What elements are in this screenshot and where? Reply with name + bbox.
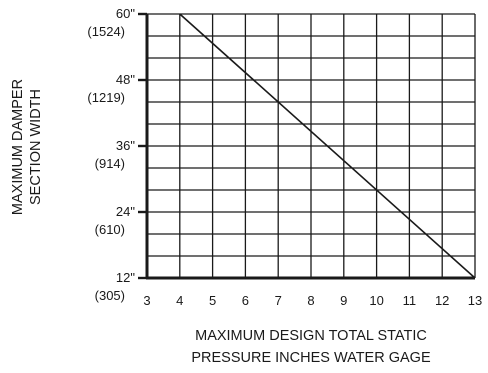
y-tick-label: 48" (116, 72, 135, 87)
x-axis-title-line-2: PRESSURE INCHES WATER GAGE (191, 350, 431, 366)
y-tick-labels: 60" (1524) 48" (1219) 36" (914) 24" (610) 12" (30… (87, 6, 135, 303)
y-tick-label-metric: (914) (95, 156, 125, 171)
axes (138, 12, 475, 280)
x-tick-label: 11 (403, 293, 417, 308)
x-tick-label: 7 (275, 293, 282, 308)
y-tick-label-metric: (610) (95, 222, 125, 237)
x-tick-label: 10 (369, 293, 383, 308)
x-axis-title: MAXIMUM DESIGN TOTAL STATIC PRESSURE INC… (191, 328, 431, 366)
x-tick-label: 6 (242, 293, 249, 308)
x-tick-label: 5 (209, 293, 216, 308)
y-axis-title-line-1: MAXIMUM DAMPER (10, 79, 26, 215)
y-tick-label-metric: (1524) (87, 24, 125, 39)
grid-lines (146, 13, 476, 279)
x-tick-label: 4 (176, 293, 183, 308)
y-tick-label: 24" (116, 204, 135, 219)
y-axis-title-line-2: SECTION WIDTH (28, 89, 44, 205)
x-axis-title-line-1: MAXIMUM DESIGN TOTAL STATIC (195, 328, 427, 344)
series-line (179, 13, 476, 279)
x-tick-label: 8 (307, 293, 314, 308)
x-tick-label: 3 (143, 293, 150, 308)
x-tick-label: 9 (340, 293, 347, 308)
y-tick-label: 60" (116, 6, 135, 21)
x-tick-labels: 3 4 5 6 7 8 9 10 11 12 13 (143, 293, 482, 308)
y-tick-label-metric: (1219) (87, 90, 125, 105)
y-tick-label-metric: (305) (95, 288, 125, 303)
x-tick-label: 12 (435, 293, 449, 308)
y-tick-label: 36" (116, 138, 135, 153)
series-layer (179, 13, 476, 279)
y-axis-title: MAXIMUM DAMPER SECTION WIDTH (10, 79, 44, 215)
x-tick-label: 13 (468, 293, 482, 308)
y-tick-label: 12" (116, 270, 135, 285)
